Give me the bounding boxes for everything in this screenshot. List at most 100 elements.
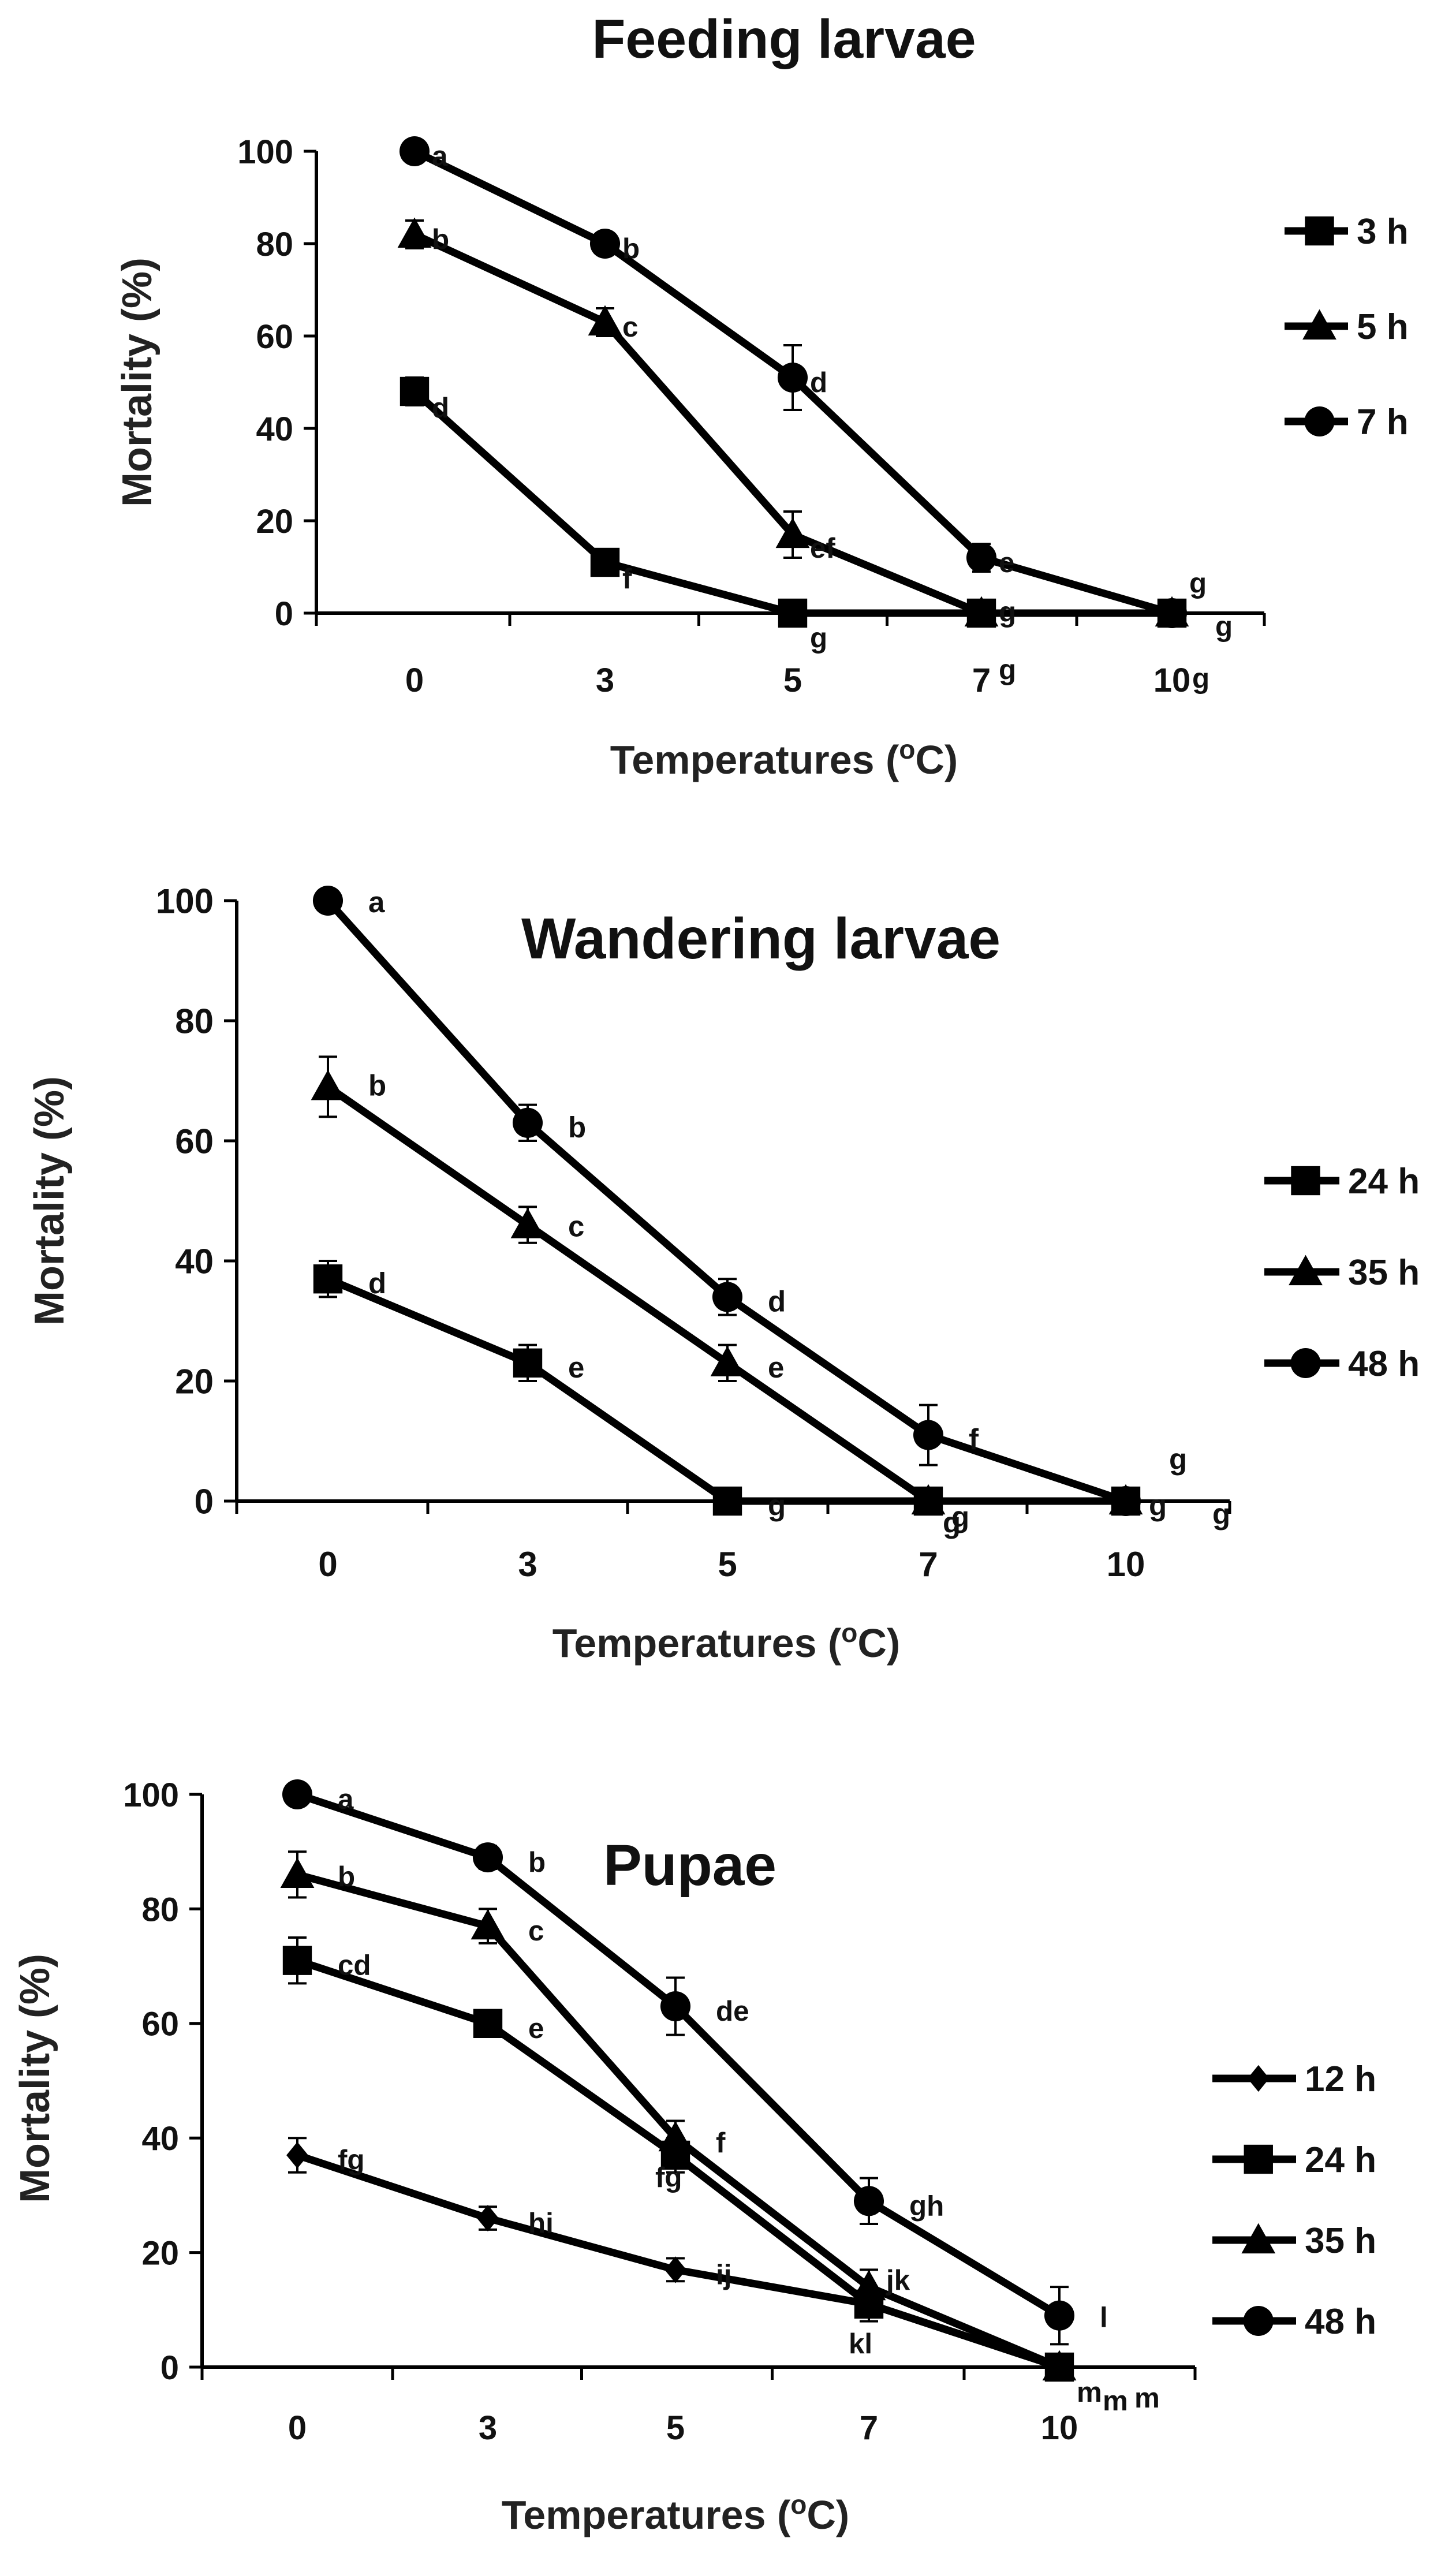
series-line (325, 898, 1128, 1505)
data-point (664, 2256, 686, 2283)
significance-letter: m (1134, 2382, 1160, 2414)
x-tick-label: 0 (405, 662, 424, 699)
y-tick-label: 80 (175, 1002, 214, 1041)
x-axis-title: Temperatures (oC) (610, 734, 958, 782)
data-point (712, 1486, 742, 1516)
data-point (966, 542, 997, 573)
data-point (473, 2009, 503, 2038)
y-tick-label: 80 (256, 226, 293, 263)
y-tick-label: 60 (141, 2006, 179, 2043)
chart-title: Feeding larvae (592, 9, 976, 70)
y-axis-title: Mortality (%) (114, 257, 160, 507)
chart-panel: Pupae 0 20 40 60 80 100 0 3 5 7 10 Temperatures (oC)… (12, 1776, 1376, 2537)
legend-marker (1241, 2223, 1276, 2254)
x-tick-label: 10 (1153, 662, 1191, 699)
data-point (397, 217, 432, 248)
significance-letter: fg (338, 2144, 365, 2176)
significance-letter: a (368, 886, 385, 919)
significance-letter: g (1192, 663, 1209, 695)
x-axis-title: Temperatures (oC) (502, 2489, 850, 2537)
significance-letter: e (999, 547, 1014, 578)
significance-letter: ef (810, 532, 835, 564)
significance-letter: b (568, 1111, 586, 1144)
data-point (775, 517, 810, 548)
y-tick-label: 100 (237, 133, 293, 171)
data-point (471, 1909, 505, 1940)
significance-letter: e (528, 2013, 544, 2044)
y-tick-label: 100 (123, 1776, 179, 1814)
significance-letter: hi (528, 2207, 554, 2239)
legend-label: 35 h (1305, 2221, 1376, 2261)
data-point (852, 2270, 886, 2301)
data-point (853, 2186, 884, 2216)
y-tick-label: 40 (256, 410, 293, 448)
legend-marker (1304, 406, 1335, 437)
significance-letter: g (810, 622, 827, 654)
y-tick-label: 40 (141, 2120, 179, 2158)
series-48-h: a b d f g (312, 885, 1187, 1517)
data-point (777, 362, 808, 393)
data-point (1110, 1485, 1141, 1517)
significance-letter: b (528, 1846, 546, 1878)
y-tick-label: 0 (195, 1483, 214, 1521)
legend-label: 24 h (1305, 2140, 1376, 2180)
x-tick-label: 7 (972, 662, 991, 699)
chart-panel: Feeding larvae 0 20 40 60 80 100 0 3 5 7 10 Temperat… (114, 9, 1409, 782)
significance-letter: d (810, 367, 827, 398)
significance-letter: c (528, 1915, 544, 1947)
significance-letter: m (1103, 2385, 1128, 2417)
y-tick-label: 80 (141, 1891, 179, 1928)
x-tick-label: 10 (1107, 1545, 1145, 1584)
series-35-h: b c f jk m (280, 1850, 1160, 2414)
significance-letter: a (338, 1783, 354, 1815)
data-point (282, 1946, 312, 1975)
significance-letter: fg (655, 2162, 682, 2193)
significance-letter: de (716, 1995, 749, 2027)
data-point (913, 1420, 944, 1450)
significance-letter: gh (909, 2190, 944, 2222)
x-tick-label: 5 (783, 662, 802, 699)
x-tick-label: 7 (860, 2409, 878, 2447)
legend: 12 h 24 h 35 h 48 h (1212, 2059, 1376, 2342)
data-point (778, 598, 808, 628)
x-tick-label: 0 (288, 2409, 307, 2447)
x-tick-label: 3 (479, 2409, 497, 2447)
significance-letter: g (1149, 1489, 1167, 1522)
y-tick-label: 20 (175, 1363, 214, 1401)
data-point (590, 547, 620, 577)
y-tick-label: 40 (175, 1242, 214, 1281)
chart-title: Pupae (603, 1833, 776, 1898)
legend-label: 48 h (1305, 2302, 1376, 2342)
significance-letter: ij (716, 2259, 731, 2290)
legend-label: 5 h (1357, 307, 1409, 347)
data-point (911, 1484, 946, 1515)
legend: 24 h 35 h 48 h (1264, 1162, 1420, 1384)
legend-label: 24 h (1348, 1162, 1420, 1201)
significance-letter: b (368, 1069, 386, 1102)
y-tick-label: 0 (275, 595, 293, 633)
data-point (660, 1991, 691, 2022)
data-point (658, 2121, 693, 2152)
x-tick-label: 3 (596, 662, 614, 699)
x-tick-label: 10 (1041, 2409, 1078, 2447)
significance-letter: d (768, 1285, 786, 1317)
y-tick-label: 20 (256, 503, 293, 540)
significance-letter: g (1215, 611, 1233, 643)
data-point (1042, 2350, 1077, 2381)
legend: 3 h 5 h 7 h (1285, 212, 1409, 442)
significance-letter: g (999, 654, 1016, 686)
data-point (477, 2204, 499, 2232)
significance-letter: g (1169, 1443, 1187, 1476)
legend-label: 3 h (1357, 212, 1409, 252)
legend-marker (1305, 216, 1334, 246)
chart-title: Wandering larvae (521, 906, 1000, 971)
legend-marker (1247, 2065, 1270, 2092)
data-point (472, 1842, 503, 1873)
significance-letter: kl (849, 2328, 872, 2360)
significance-letter: m (1077, 2376, 1102, 2408)
significance-letter: d (432, 392, 449, 424)
